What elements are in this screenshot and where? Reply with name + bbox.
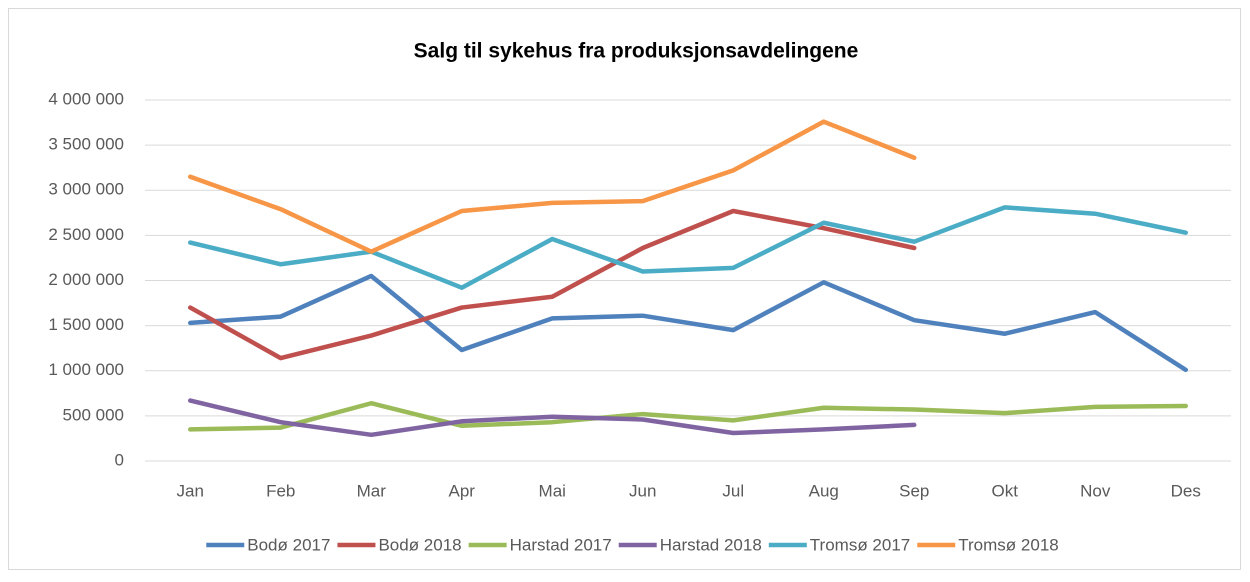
- x-tick-label: Apr: [449, 481, 476, 500]
- x-tick-label: Jun: [629, 481, 656, 500]
- x-tick-label: Aug: [809, 481, 839, 500]
- y-tick-label: 0: [115, 450, 124, 469]
- y-tick-label: 3 000 000: [48, 180, 124, 199]
- line-series: [188, 208, 917, 361]
- y-tick-label: 3 500 000: [48, 135, 124, 154]
- y-tick-label: 1 500 000: [48, 315, 124, 334]
- legend-label: Bodø 2017: [247, 535, 330, 554]
- chart-title: Salg til sykehus fra produksjonsavdeling…: [414, 40, 859, 63]
- legend-label: Tromsø 2017: [810, 535, 910, 554]
- legend-label: Tromsø 2018: [958, 535, 1058, 554]
- line-series: [188, 205, 1188, 290]
- y-tick-label: 500 000: [63, 405, 124, 424]
- legend-label: Harstad 2017: [510, 535, 612, 554]
- y-tick-label: 1 000 000: [48, 360, 124, 379]
- x-tick-label: Des: [1171, 481, 1201, 500]
- x-tick-label: Okt: [992, 481, 1019, 500]
- x-tick-label: Sep: [899, 481, 929, 500]
- y-tick-label: 2 500 000: [48, 225, 124, 244]
- legend-label: Harstad 2018: [660, 535, 762, 554]
- line-series: [188, 119, 917, 254]
- line-series: [188, 398, 917, 438]
- chart-border: [8, 8, 1241, 570]
- legend-label: Bodø 2018: [378, 535, 461, 554]
- line-series: [188, 273, 1188, 373]
- y-tick-label: 2 000 000: [48, 270, 124, 289]
- line-series: [188, 400, 1188, 432]
- x-tick-label: Mai: [539, 481, 566, 500]
- y-tick-label: 4 000 000: [48, 89, 124, 108]
- x-tick-label: Nov: [1080, 481, 1111, 500]
- x-tick-label: Mar: [357, 481, 387, 500]
- x-tick-label: Feb: [266, 481, 295, 500]
- x-tick-label: Jan: [177, 481, 204, 500]
- x-tick-label: Jul: [722, 481, 744, 500]
